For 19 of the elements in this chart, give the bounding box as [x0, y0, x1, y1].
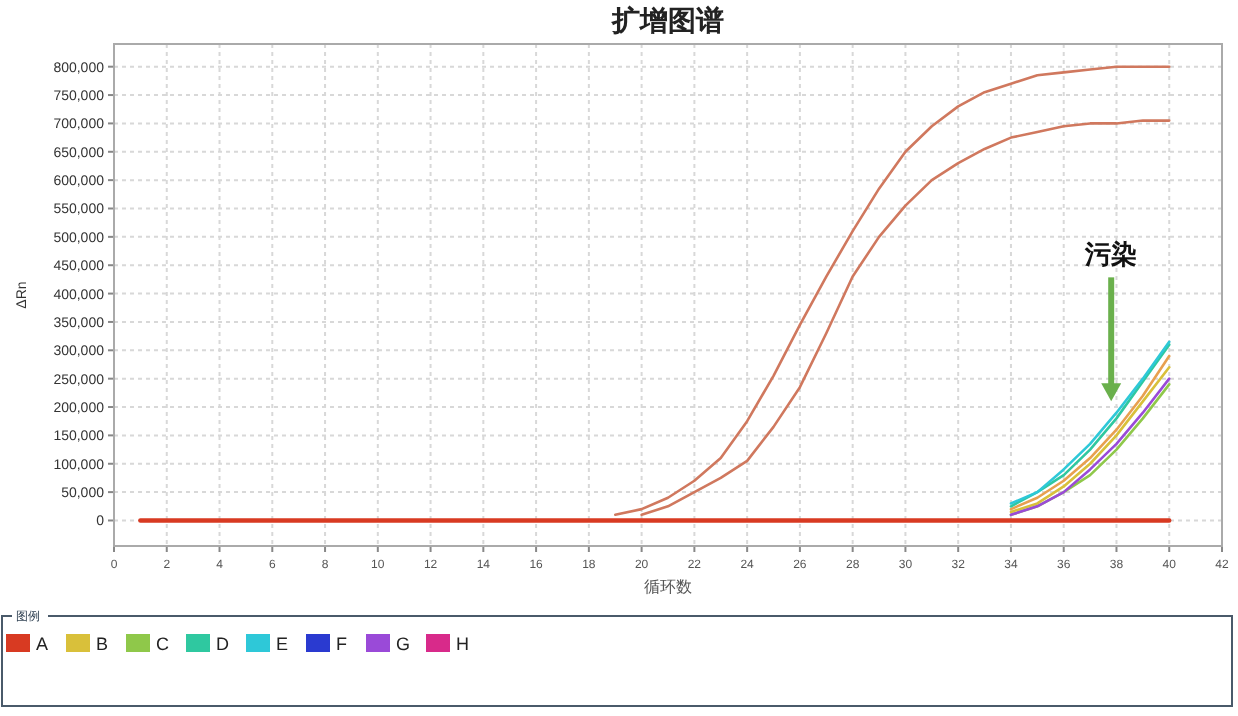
legend-item: A: [6, 634, 49, 654]
chart-title: 扩增图谱: [610, 4, 724, 38]
legend-label: A: [36, 634, 49, 654]
legend-item: G: [366, 634, 411, 654]
legend-label: G: [396, 634, 411, 654]
legend-label: B: [96, 634, 109, 654]
legend-label: D: [216, 634, 230, 654]
x-axis-title: 循环数: [644, 578, 692, 596]
legend-item: C: [126, 634, 169, 654]
legend-label: E: [276, 634, 289, 654]
legend-item: H: [426, 634, 469, 654]
legend-item: B: [66, 634, 109, 654]
legend-label: C: [156, 634, 170, 654]
legend-item: F: [306, 634, 347, 654]
annotation: 污染: [1083, 239, 1138, 272]
legend-label: H: [456, 634, 469, 654]
legend-item: D: [186, 634, 229, 654]
legend-label: F: [336, 634, 348, 654]
legend-item: E: [246, 634, 289, 654]
